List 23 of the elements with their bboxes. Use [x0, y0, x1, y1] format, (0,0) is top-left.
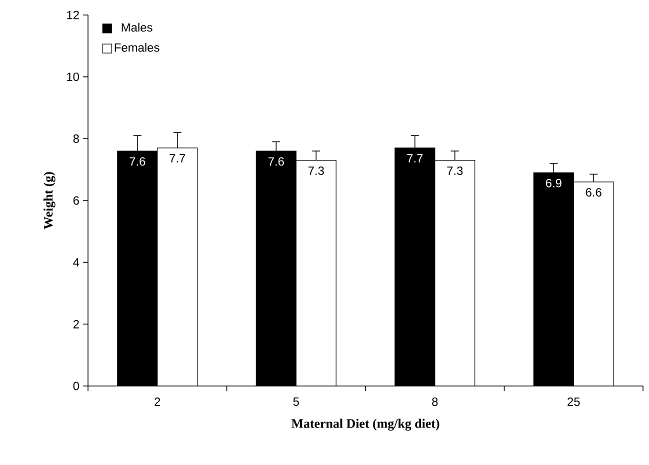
x-tick-label: 5 [293, 398, 299, 406]
data-label: 7.3 [308, 166, 324, 175]
data-label: 7.6 [130, 157, 146, 166]
y-tick-label: 6 [73, 196, 79, 205]
data-label: 7.6 [268, 157, 284, 166]
x-axis-title: Maternal Diet (mg/kg diet) [291, 418, 440, 431]
data-label: 7.7 [170, 154, 186, 162]
y-tick-label: 0 [73, 382, 80, 390]
x-tick-label: 2 [154, 398, 160, 406]
legend-label: Females [114, 43, 160, 52]
data-label: 7.7 [407, 154, 423, 162]
y-tick-label: 4 [73, 258, 80, 266]
data-label: 7.3 [447, 166, 463, 175]
x-tick-label: 8 [432, 398, 438, 406]
data-label: 6.6 [586, 188, 602, 197]
data-label: 6.9 [546, 178, 562, 188]
y-tick-label: 12 [67, 10, 79, 20]
y-tick-label: 8 [73, 134, 79, 143]
legend-label: Males [122, 22, 152, 32]
y-tick-label: 2 [73, 320, 79, 328]
y-axis-title: Weight (g) [44, 172, 56, 230]
y-tick-label: 10 [67, 72, 80, 82]
x-tick-label: 25 [568, 398, 580, 406]
